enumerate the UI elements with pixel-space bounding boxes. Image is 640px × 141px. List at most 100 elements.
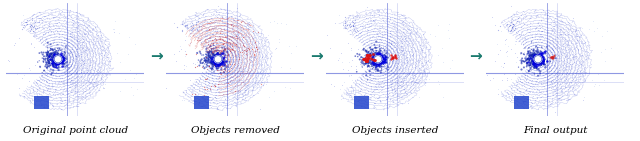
- Point: [435, 83, 445, 85]
- Point: [535, 27, 545, 29]
- Point: [52, 56, 62, 58]
- Point: [50, 66, 60, 68]
- Point: [538, 57, 548, 60]
- Point: [84, 20, 95, 23]
- Point: [381, 61, 392, 63]
- Point: [371, 59, 381, 61]
- Point: [55, 60, 65, 62]
- Point: [38, 60, 49, 62]
- Point: [372, 59, 382, 61]
- Point: [535, 56, 545, 58]
- Point: [378, 52, 388, 54]
- Point: [45, 52, 55, 54]
- Point: [51, 57, 61, 59]
- Point: [361, 71, 371, 73]
- Point: [353, 55, 363, 58]
- Point: [534, 58, 545, 60]
- Point: [53, 63, 63, 65]
- Point: [532, 60, 543, 62]
- Point: [376, 56, 386, 59]
- Point: [215, 54, 225, 56]
- Point: [213, 57, 223, 59]
- Point: [371, 60, 381, 62]
- Point: [371, 62, 381, 64]
- Point: [27, 17, 37, 19]
- Point: [425, 33, 435, 36]
- Point: [532, 55, 542, 58]
- Point: [204, 53, 214, 55]
- Point: [537, 58, 547, 60]
- Point: [524, 58, 534, 60]
- Point: [362, 60, 372, 62]
- Point: [371, 57, 381, 59]
- Point: [219, 65, 229, 67]
- Point: [188, 61, 198, 64]
- Point: [527, 55, 537, 57]
- Point: [28, 30, 38, 32]
- Point: [211, 59, 221, 61]
- Point: [212, 63, 222, 65]
- Point: [373, 60, 383, 62]
- Point: [493, 29, 504, 32]
- Point: [212, 57, 222, 59]
- Point: [536, 58, 546, 60]
- Point: [216, 59, 226, 61]
- Point: [537, 62, 547, 64]
- Point: [372, 68, 383, 70]
- Point: [46, 45, 56, 47]
- Point: [521, 59, 531, 61]
- Point: [529, 52, 540, 54]
- Point: [365, 59, 376, 61]
- Point: [487, 16, 497, 18]
- Point: [51, 59, 61, 61]
- Point: [238, 75, 248, 77]
- Point: [42, 58, 52, 60]
- Point: [57, 57, 67, 59]
- Point: [53, 67, 63, 69]
- Point: [36, 75, 46, 77]
- Point: [373, 57, 383, 59]
- Point: [207, 67, 217, 69]
- Point: [260, 55, 270, 58]
- Point: [373, 59, 383, 61]
- Point: [524, 59, 534, 62]
- Point: [509, 14, 519, 16]
- Point: [367, 54, 377, 56]
- Point: [212, 58, 223, 60]
- Point: [521, 52, 531, 54]
- Point: [214, 60, 225, 62]
- Point: [538, 62, 548, 65]
- Point: [48, 58, 58, 60]
- Point: [220, 48, 230, 50]
- Point: [180, 23, 191, 26]
- Point: [374, 64, 384, 66]
- Point: [534, 52, 545, 54]
- Point: [51, 57, 61, 59]
- Point: [35, 66, 45, 68]
- Point: [356, 56, 366, 59]
- Point: [536, 52, 547, 55]
- Point: [527, 55, 537, 57]
- Point: [534, 59, 544, 62]
- Point: [211, 58, 221, 60]
- Point: [362, 53, 372, 56]
- Point: [371, 67, 381, 69]
- Point: [51, 66, 61, 68]
- Point: [53, 56, 63, 59]
- Point: [381, 61, 392, 63]
- Point: [41, 32, 51, 34]
- Point: [216, 60, 226, 63]
- Point: [211, 58, 221, 60]
- Point: [347, 78, 357, 81]
- Point: [84, 92, 95, 94]
- Point: [532, 60, 543, 62]
- Point: [527, 55, 538, 57]
- Point: [17, 28, 28, 30]
- Point: [48, 49, 58, 51]
- Point: [215, 60, 225, 62]
- Point: [571, 46, 581, 49]
- Point: [50, 56, 60, 58]
- Point: [216, 58, 227, 61]
- Point: [367, 57, 378, 59]
- Point: [52, 59, 62, 61]
